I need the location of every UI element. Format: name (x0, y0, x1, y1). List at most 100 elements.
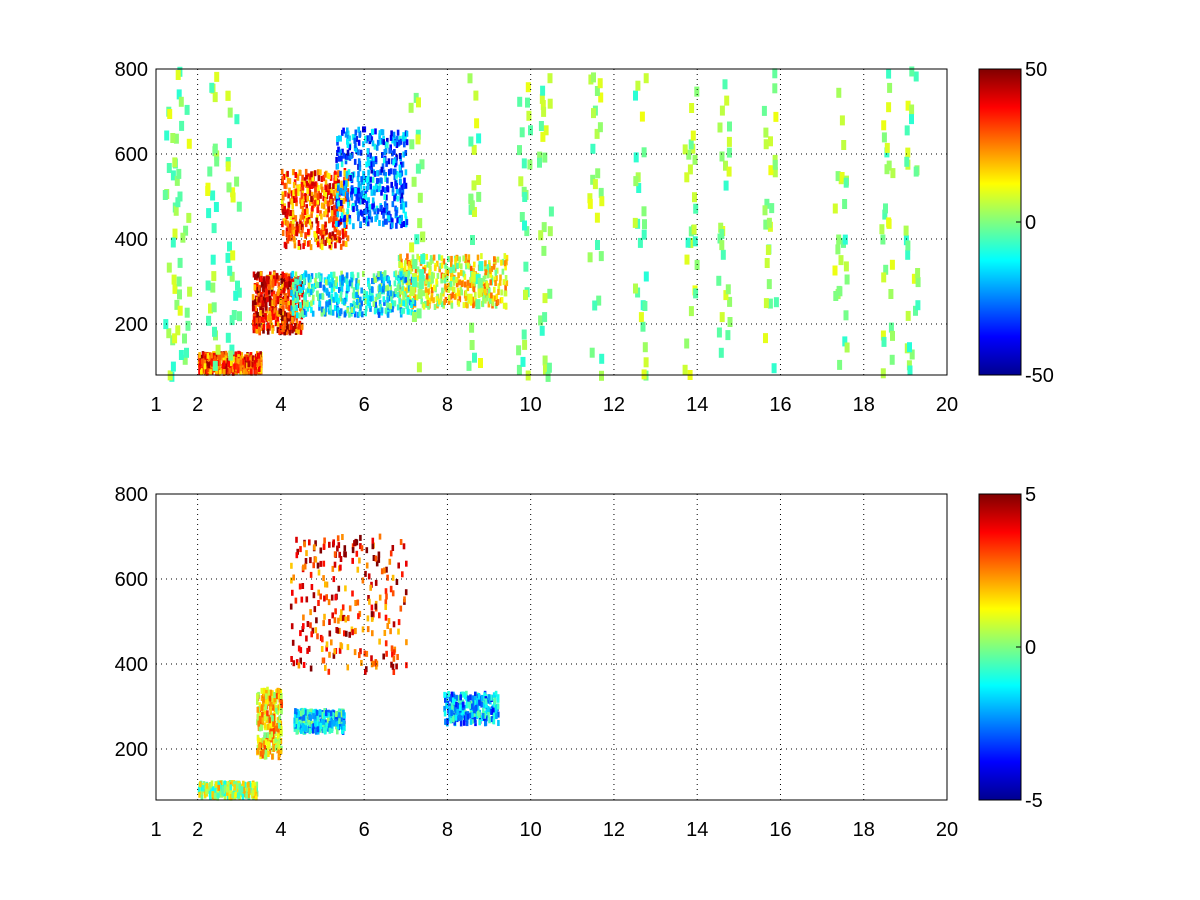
heatmap-cell (587, 193, 593, 204)
heatmap-cell (342, 724, 345, 731)
colorbar-tick-label: -50 (1025, 365, 1054, 387)
heatmap-cell (342, 240, 345, 247)
heatmap-cell (257, 296, 261, 303)
heatmap-cell (396, 195, 399, 202)
heatmap-cell (412, 259, 418, 269)
heatmap-cell (302, 201, 306, 207)
heatmap-cell (270, 290, 274, 297)
heatmap-cell (255, 323, 259, 329)
heatmap-cell (225, 252, 231, 263)
heatmap-cell (258, 357, 261, 364)
heatmap-cell (378, 299, 382, 306)
heatmap-cell (295, 659, 299, 666)
heatmap-cell (355, 550, 359, 557)
heatmap-cell (234, 114, 240, 125)
heatmap-cell (178, 350, 184, 360)
heatmap-cell (433, 304, 437, 310)
heatmap-cell (306, 173, 310, 180)
heatmap-cell (335, 720, 338, 727)
heatmap-cell (449, 284, 453, 291)
heatmap-cell (320, 310, 324, 317)
heatmap-cell (445, 274, 449, 280)
heatmap-cell (290, 577, 293, 584)
heatmap-cell (173, 133, 179, 144)
heatmap-cell (353, 292, 357, 299)
x-tick-label: 6 (359, 819, 370, 841)
heatmap-cell (477, 277, 483, 288)
heatmap-cell (766, 279, 772, 290)
heatmap-cell (462, 712, 465, 719)
heatmap-cell (211, 360, 214, 367)
heatmap-cell (469, 265, 473, 272)
heatmap-cell (496, 256, 500, 263)
heatmap-cell (377, 271, 380, 277)
heatmap-cell (374, 215, 377, 222)
heatmap-cell (355, 205, 359, 211)
heatmap-cell (382, 653, 385, 660)
heatmap-cell (334, 608, 337, 615)
heatmap-cell (432, 284, 436, 291)
heatmap-cell (233, 363, 236, 370)
heatmap-cell (330, 293, 334, 300)
heatmap-cell (309, 178, 312, 185)
heatmap-cell (444, 283, 447, 290)
heatmap-cell (291, 589, 294, 596)
heatmap-cell (497, 720, 500, 726)
x-tick-label: 10 (520, 819, 542, 841)
heatmap-cell (483, 264, 487, 271)
heatmap-cell (472, 268, 475, 275)
heatmap-cell (484, 297, 487, 304)
heatmap-cell (471, 711, 474, 718)
heatmap-cell (371, 537, 375, 544)
heatmap-cell (723, 160, 728, 171)
heatmap-cell (348, 215, 352, 221)
heatmap-cell (398, 218, 402, 225)
heatmap-cell (347, 615, 350, 622)
heatmap-cell (274, 745, 278, 752)
heatmap-cell (386, 137, 389, 144)
heatmap-cell (299, 328, 303, 335)
heatmap-cell (260, 705, 264, 712)
heatmap-cell (327, 668, 331, 675)
heatmap-cell (302, 300, 306, 307)
heatmap-cell (364, 193, 368, 200)
heatmap-cell (427, 303, 430, 310)
heatmap-cell (294, 271, 298, 278)
heatmap-cell (251, 300, 255, 307)
heatmap-cell (276, 327, 280, 334)
heatmap-cell (332, 296, 335, 303)
heatmap-cell (360, 659, 363, 666)
heatmap-cell (301, 291, 304, 297)
heatmap-cell (320, 646, 324, 652)
heatmap-cell (391, 186, 395, 193)
heatmap-cell (380, 568, 384, 575)
heatmap-cell (295, 708, 299, 715)
heatmap-cell (314, 714, 317, 721)
heatmap-cell (319, 723, 323, 729)
heatmap-cell (292, 228, 295, 235)
heatmap-cell (328, 308, 331, 315)
heatmap-cell (322, 284, 326, 291)
heatmap-cell (361, 192, 365, 199)
heatmap-cell (773, 111, 779, 122)
heatmap-cell (375, 178, 379, 184)
heatmap-cell (199, 359, 202, 366)
heatmap-cell (297, 328, 300, 335)
heatmap-cell (316, 726, 320, 733)
heatmap-cell (291, 327, 294, 334)
heatmap-cell (402, 183, 406, 190)
heatmap-cell (494, 690, 498, 697)
heatmap-cell (905, 100, 911, 111)
heatmap-cell (299, 718, 303, 725)
heatmap-cell (332, 189, 336, 196)
heatmap-cell (404, 169, 408, 176)
heatmap-cell (416, 253, 419, 260)
heatmap-cell (538, 315, 544, 326)
heatmap-cell (350, 282, 354, 289)
heatmap-cell (294, 215, 298, 222)
heatmap-cell (304, 292, 307, 299)
heatmap-cell (641, 369, 647, 380)
heatmap-cell (304, 558, 308, 564)
heatmap-cell (493, 276, 497, 283)
heatmap-cell (274, 312, 277, 319)
